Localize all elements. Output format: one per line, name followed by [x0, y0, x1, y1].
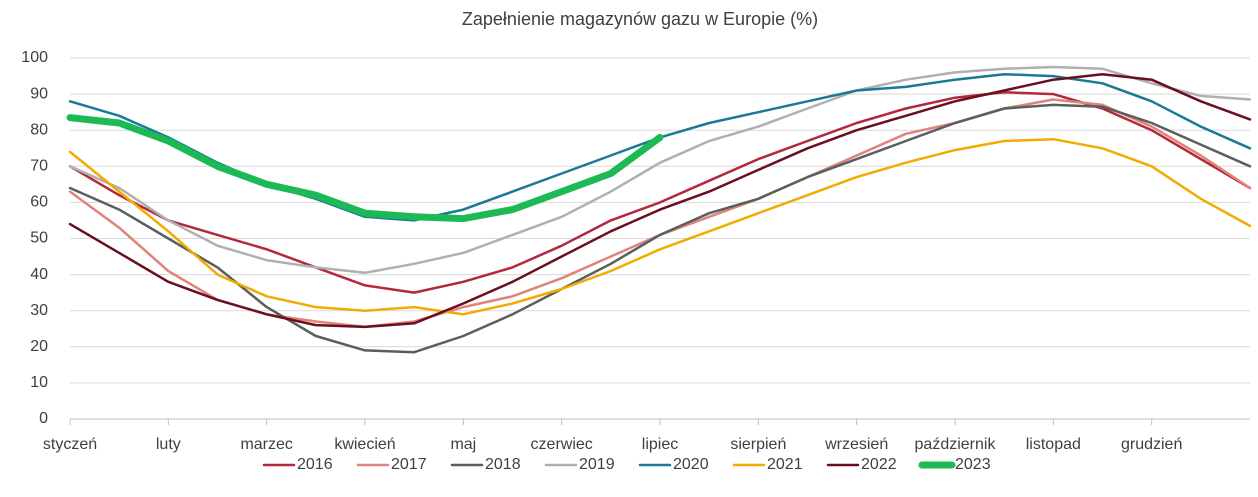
x-tick-label: marzec: [240, 436, 292, 453]
y-tick-label: 0: [39, 410, 48, 427]
x-tick-label: styczeń: [43, 436, 97, 453]
legend-label: 2017: [391, 456, 427, 473]
x-tick-label: wrzesień: [824, 436, 888, 453]
y-tick-label: 40: [30, 266, 48, 283]
y-tick-label: 70: [30, 158, 48, 175]
series-line: [66, 114, 664, 223]
legend-label: 2018: [485, 456, 521, 473]
x-tick-label: luty: [156, 436, 181, 453]
y-tick-label: 10: [30, 374, 48, 391]
series-line: [68, 65, 1252, 275]
y-tick-label: 50: [30, 230, 48, 247]
series-line: [68, 91, 1252, 294]
legend-label: 2022: [861, 456, 897, 473]
series-line: [68, 72, 1252, 222]
legend-label: 2021: [767, 456, 803, 473]
y-tick-label: 60: [30, 194, 48, 211]
y-tick-label: 20: [30, 338, 48, 355]
series-line: [68, 72, 1252, 329]
x-tick-label: kwiecień: [334, 436, 395, 453]
legend-label: 2023: [955, 456, 991, 473]
legend-label: 2020: [673, 456, 709, 473]
y-tick-label: 80: [30, 121, 48, 138]
x-tick-label: grudzień: [1121, 436, 1182, 453]
chart-title: Zapełnienie magazynów gazu w Europie (%): [462, 9, 818, 29]
series-line: [68, 103, 1252, 354]
series-line: [68, 137, 1252, 316]
x-tick-label: lipiec: [642, 436, 678, 453]
y-tick-label: 90: [30, 85, 48, 102]
x-tick-label: czerwiec: [531, 436, 593, 453]
x-tick-label: listopad: [1026, 436, 1081, 453]
legend-label: 2016: [297, 456, 333, 473]
x-tick-label: sierpień: [730, 436, 786, 453]
x-tick-label: październik: [915, 436, 997, 453]
x-tick-label: maj: [450, 436, 476, 453]
y-tick-label: 30: [30, 302, 48, 319]
y-tick-label: 100: [21, 49, 48, 66]
legend-label: 2019: [579, 456, 615, 473]
